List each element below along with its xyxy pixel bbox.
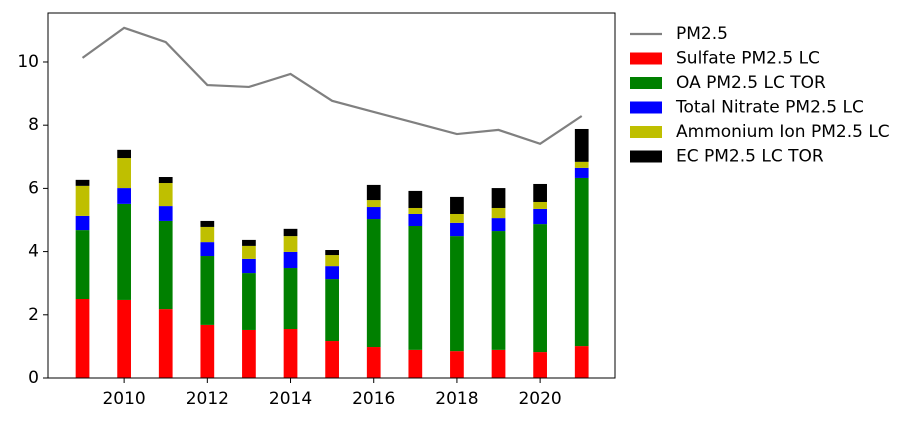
bar-segment xyxy=(574,161,589,168)
bar-segment xyxy=(158,206,173,221)
bar-segment xyxy=(325,279,339,342)
bar-segment xyxy=(408,349,423,378)
bar-segment xyxy=(408,207,423,214)
bar-segment xyxy=(366,347,381,378)
bar-segment xyxy=(450,351,464,378)
y-tick-label: 4 xyxy=(28,242,39,262)
bar-segment xyxy=(450,222,464,237)
bar-segment xyxy=(158,183,173,207)
bar-segment xyxy=(366,200,381,208)
legend-swatch xyxy=(630,126,662,138)
bar-segment xyxy=(158,220,173,310)
bar-segment xyxy=(117,203,131,300)
y-tick-label: 10 xyxy=(17,52,39,72)
line xyxy=(81,26,583,146)
bar-segment xyxy=(117,299,131,378)
bar-segment xyxy=(533,201,547,209)
bar-segment xyxy=(242,239,256,246)
bar-segment xyxy=(325,341,339,378)
legend-swatch xyxy=(630,52,662,65)
y-tick-label: 8 xyxy=(28,115,39,135)
bar-segment xyxy=(450,196,464,214)
bar-segment xyxy=(117,149,131,159)
x-tick-label: 2012 xyxy=(186,389,229,409)
bar-segment xyxy=(242,258,256,274)
legend-label: Sulfate PM2.5 LC xyxy=(676,49,820,69)
bar-segment xyxy=(283,251,298,269)
bar-segment xyxy=(491,231,506,350)
legend-swatch xyxy=(630,77,662,89)
bar-segment xyxy=(200,242,215,257)
bar-segment xyxy=(283,236,298,252)
bar-segment xyxy=(242,273,256,330)
bar-segment xyxy=(366,219,381,348)
bar-segment xyxy=(75,230,90,299)
bar-segment xyxy=(574,128,589,162)
bar-segment xyxy=(533,224,547,353)
x-tick-label: 2010 xyxy=(102,389,145,409)
bar-segment xyxy=(574,346,589,378)
bar-segment xyxy=(158,309,173,378)
legend-label: OA PM2.5 LC TOR xyxy=(676,73,826,93)
bar-segment xyxy=(75,215,90,231)
bar-segment xyxy=(200,226,215,243)
legend-label: PM2.5 xyxy=(676,24,728,44)
bar-segment xyxy=(325,250,339,256)
bar-segment xyxy=(242,245,256,259)
bar-segment xyxy=(366,207,381,220)
x-tick-label: 2016 xyxy=(352,389,395,409)
legend-label: Ammonium Ion PM2.5 LC xyxy=(676,122,890,142)
bar-segment xyxy=(158,177,173,184)
bar-segment xyxy=(366,184,381,201)
bar-segment xyxy=(283,329,298,378)
y-tick-label: 0 xyxy=(28,368,39,388)
bar-segment xyxy=(75,298,90,378)
bar-segment xyxy=(491,218,506,232)
bar-segment xyxy=(283,228,298,237)
bar-segment xyxy=(574,167,589,178)
bar-segment xyxy=(200,256,215,325)
bar-segment xyxy=(200,324,215,378)
bar-segment xyxy=(117,188,131,204)
y-tick-label: 2 xyxy=(28,305,39,325)
bar-segment xyxy=(408,213,423,226)
x-tick-label: 2020 xyxy=(518,389,561,409)
bar-segment xyxy=(450,236,464,352)
bar-segment xyxy=(325,255,339,267)
bar-segment xyxy=(491,349,506,378)
x-tick-label: 2018 xyxy=(435,389,478,409)
bar-segment xyxy=(533,208,547,225)
bar-segment xyxy=(533,352,547,378)
bar-segment xyxy=(408,225,423,350)
bar-segment xyxy=(117,158,131,189)
bar-segment xyxy=(325,266,339,280)
legend-swatch xyxy=(630,101,662,114)
bar-segment xyxy=(408,190,423,208)
plot-frame xyxy=(47,12,616,379)
legend-swatch xyxy=(630,150,662,163)
bar-segment xyxy=(242,329,256,378)
bar-segment xyxy=(283,268,298,330)
legend-label: Total Nitrate PM2.5 LC xyxy=(675,98,864,118)
bar-segment xyxy=(450,213,464,223)
bar-segment xyxy=(533,183,547,202)
bar-segment xyxy=(200,220,215,227)
y-tick-label: 6 xyxy=(28,178,39,198)
bar-segment xyxy=(574,177,589,347)
x-tick-label: 2014 xyxy=(269,389,312,409)
bar-segment xyxy=(75,179,90,186)
bar-segment xyxy=(491,207,506,219)
legend-label: EC PM2.5 LC TOR xyxy=(676,147,824,167)
bar-segment xyxy=(491,188,506,208)
bar-segment xyxy=(75,185,90,216)
